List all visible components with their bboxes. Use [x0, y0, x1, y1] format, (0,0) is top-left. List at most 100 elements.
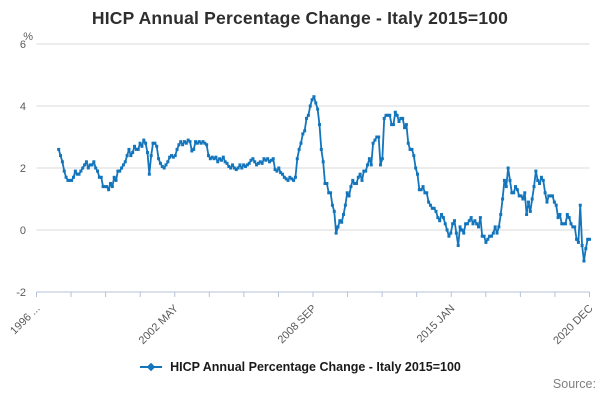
series-point-marker	[118, 169, 122, 173]
series-point-marker	[539, 175, 543, 179]
series-point-marker	[514, 185, 518, 189]
series-point-marker	[414, 166, 418, 170]
series-point-marker	[64, 175, 68, 179]
series-point-marker	[415, 172, 419, 176]
series-point-marker	[94, 166, 98, 170]
series-point-marker	[305, 116, 309, 120]
legend-label: HICP Annual Percentage Change - Italy 20…	[170, 360, 461, 374]
series-point-marker	[164, 163, 168, 167]
series-point-marker	[114, 178, 118, 182]
series-point-marker	[427, 200, 431, 204]
series-point-marker	[412, 154, 416, 158]
series-point-marker	[182, 140, 186, 144]
series-point-marker	[155, 144, 159, 148]
series-point-marker	[576, 240, 580, 244]
series-point-marker	[84, 160, 88, 164]
series-point-marker	[88, 163, 92, 167]
series-point-marker	[260, 161, 264, 165]
series-point-marker	[251, 157, 255, 161]
series-point-marker	[134, 147, 138, 151]
source-label: Source:	[552, 377, 596, 391]
series-point-marker	[484, 240, 488, 244]
series-point-marker	[218, 157, 222, 161]
series-point-marker	[295, 157, 299, 161]
series-point-marker	[366, 163, 370, 167]
series-point-marker	[438, 219, 442, 223]
series-point-marker	[397, 120, 401, 123]
series-point-marker	[519, 194, 523, 198]
series-point-marker	[330, 203, 334, 207]
series-point-marker	[293, 175, 297, 179]
series-point-marker	[201, 140, 205, 144]
series-point-marker	[60, 160, 64, 164]
series-point-marker	[536, 178, 540, 182]
series-point-marker	[493, 225, 497, 229]
series-point-marker	[432, 206, 436, 210]
series-point-marker	[186, 138, 190, 142]
series-point-marker	[486, 237, 490, 241]
series-point-marker	[166, 160, 170, 164]
series-point-marker	[467, 219, 471, 223]
series-point-marker	[306, 113, 310, 117]
series-point-marker	[323, 182, 327, 185]
series-point-marker	[138, 141, 142, 145]
series-point-marker	[336, 225, 340, 229]
series-point-marker	[458, 225, 462, 229]
series-point-marker	[57, 147, 61, 151]
series-point-marker	[578, 203, 582, 207]
series-point-marker	[170, 154, 174, 158]
series-point-marker	[194, 140, 198, 144]
series-point-marker	[110, 185, 114, 189]
series-point-marker	[349, 185, 353, 189]
series-line[interactable]	[57, 95, 591, 262]
series-point-marker	[525, 213, 529, 216]
series-point-marker	[401, 116, 405, 120]
legend[interactable]: HICP Annual Percentage Change - Italy 20…	[0, 358, 600, 376]
series-point-marker	[571, 225, 575, 229]
series-point-marker	[181, 143, 185, 147]
series-point-marker	[212, 157, 216, 161]
series-point-marker	[462, 231, 466, 235]
series-point-marker	[227, 164, 231, 168]
series-point-marker	[303, 129, 307, 133]
series-point-marker	[147, 172, 151, 176]
series-point-marker	[79, 169, 83, 173]
series-point-marker	[123, 160, 127, 164]
series-point-marker	[562, 222, 566, 226]
series-point-marker	[563, 222, 567, 226]
series-point-marker	[171, 155, 175, 159]
series-point-marker	[380, 157, 384, 161]
series-point-marker	[308, 104, 312, 108]
series-point-marker	[112, 175, 116, 179]
series-point-marker	[512, 191, 516, 195]
series-point-marker	[284, 177, 288, 181]
series-point-marker	[247, 161, 251, 165]
series-point-marker	[145, 151, 149, 154]
series-point-marker	[175, 147, 179, 151]
series-point-marker	[501, 197, 505, 201]
series-point-marker	[207, 154, 211, 158]
series-point-marker	[99, 175, 103, 179]
series-point-marker	[523, 191, 527, 195]
series-point-marker	[234, 168, 238, 172]
series-point-marker	[499, 213, 503, 216]
series-point-marker	[521, 197, 525, 201]
series-point-marker	[203, 141, 207, 145]
series-point-marker	[97, 175, 101, 179]
series-point-marker	[249, 158, 253, 162]
series-point-marker	[197, 140, 201, 144]
series-point-marker	[430, 206, 434, 210]
series-point-marker	[273, 168, 277, 172]
series-point-marker	[157, 157, 161, 161]
series-point-marker	[286, 178, 290, 182]
series-point-marker	[554, 203, 558, 207]
series-point-marker	[489, 234, 493, 238]
series-point-marker	[325, 182, 329, 185]
series-point-marker	[314, 101, 318, 105]
series-point-marker	[506, 166, 510, 170]
series-point-marker	[177, 143, 181, 147]
chart-title: HICP Annual Percentage Change - Italy 20…	[91, 8, 509, 28]
series-point-marker	[497, 225, 501, 229]
series-point-marker	[219, 158, 223, 162]
series-point-marker	[144, 141, 148, 145]
